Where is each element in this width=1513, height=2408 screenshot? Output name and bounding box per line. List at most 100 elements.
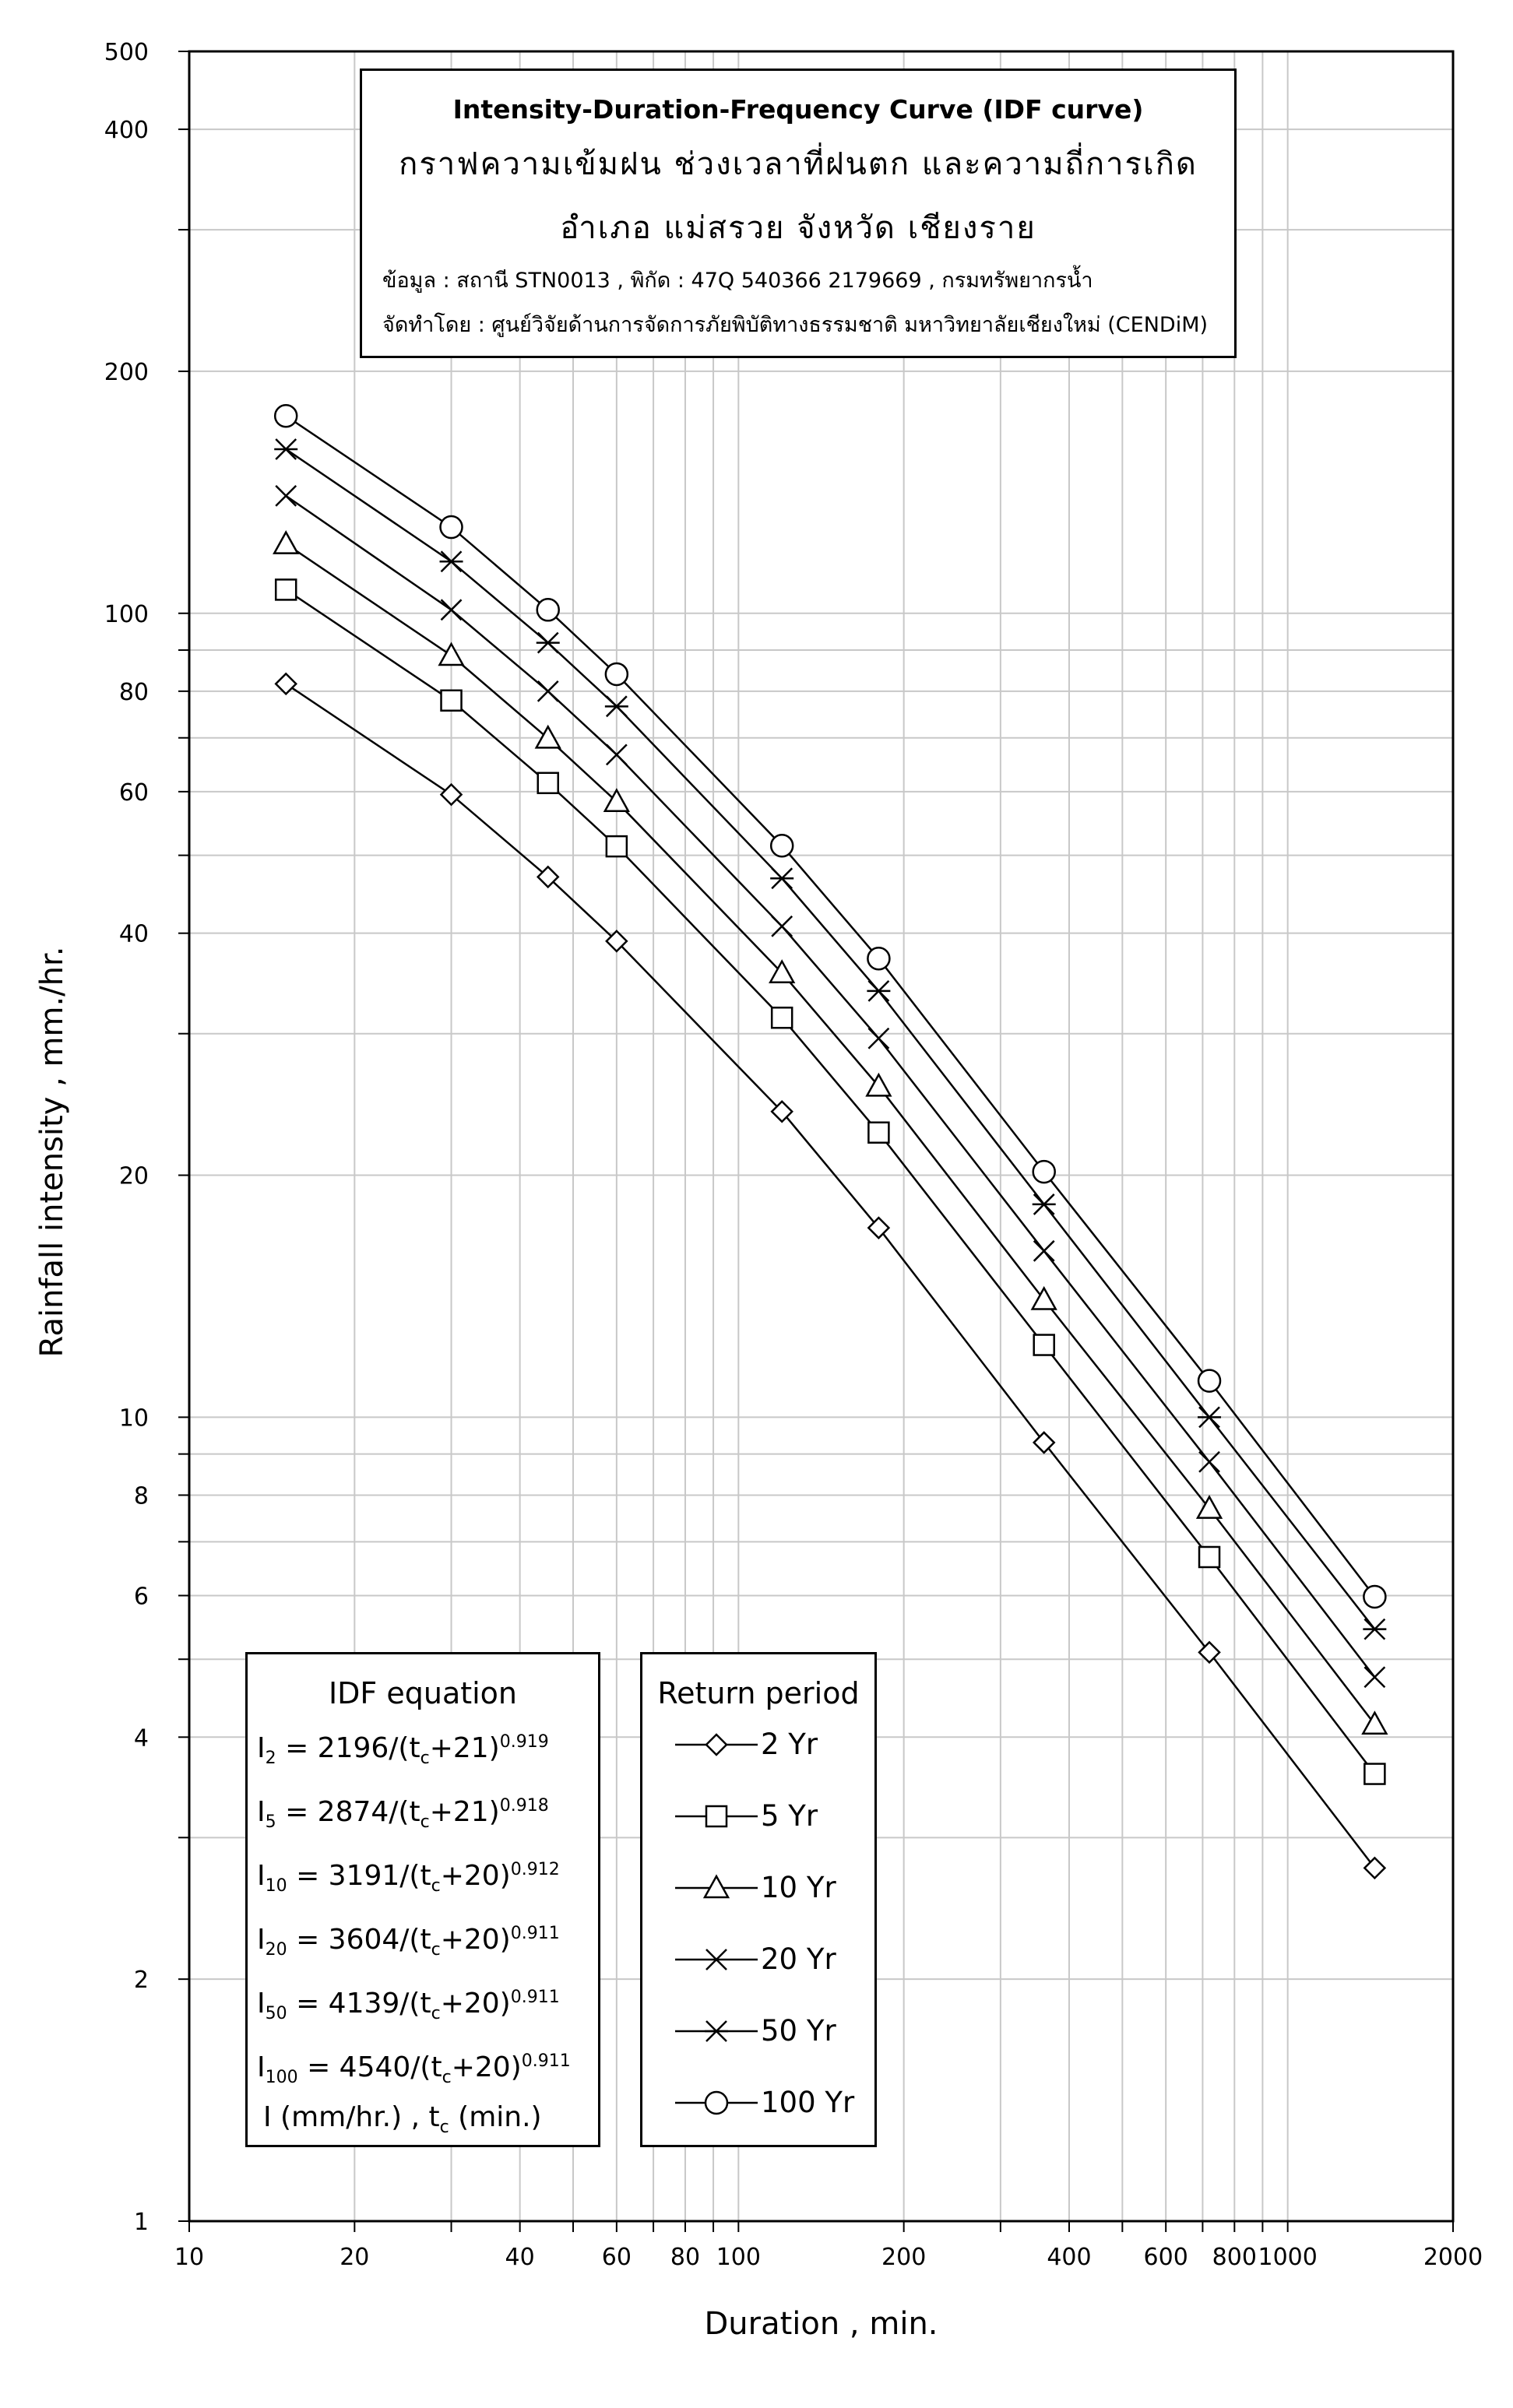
x-tick-label: 10: [174, 2244, 204, 2271]
equation-sub: 10: [265, 1876, 287, 1897]
legend-label: 50 Yr: [761, 2014, 836, 2048]
y-tick-label: 2: [134, 1967, 149, 1994]
equation-mid: = 3604/(t: [287, 1924, 431, 1956]
equation-list: I2 = 2196/(tc+21)0.919 I5 = 2874/(tc+21)0…: [248, 1710, 598, 2093]
series-20-yr: [275, 484, 1386, 1689]
legend-item-2-yr: 2 Yr: [642, 1710, 874, 1782]
series-group: [273, 403, 1388, 1880]
equation-units-b: (min.): [449, 2101, 542, 2133]
data-point-5-yr: [274, 578, 297, 601]
equation-mid: = 3191/(t: [287, 1860, 431, 1892]
x-tick-label: 2000: [1423, 2244, 1483, 2271]
y-tick-label: 8: [134, 1482, 149, 1510]
y-tick-label: 100: [104, 601, 149, 628]
equation-units: I (mm/hr.) , tc (min.): [263, 2101, 598, 2137]
equation-mid: = 4139/(t: [287, 1988, 431, 2020]
data-point-20-yr: [275, 484, 297, 507]
data-point-10-yr: [534, 724, 561, 749]
data-point-10-yr: [1030, 1285, 1057, 1310]
data-point-5-yr: [770, 1006, 793, 1029]
equation-rhs: +21): [429, 1732, 500, 1764]
plot-area: [188, 50, 1455, 2223]
equation-line: I50 = 4139/(tc+20)0.911: [257, 1966, 598, 2030]
equation-sub: 20: [265, 1940, 287, 1960]
y-tick-label: 10: [119, 1404, 149, 1432]
equation-line: I2 = 2196/(tc+21)0.919: [257, 1710, 598, 1774]
data-point-50-yr: [604, 695, 628, 718]
equation-sub: 100: [265, 2068, 298, 2088]
data-point-50-yr: [1032, 1193, 1056, 1215]
equation-sub2: c: [431, 1876, 441, 1897]
equation-sub: 50: [265, 2004, 287, 2024]
equation-exp: 0.911: [510, 1924, 560, 1943]
legend-label: 5 Yr: [761, 1799, 818, 1833]
legend-item-50-yr: 50 Yr: [642, 1997, 874, 2069]
data-point-5-yr: [1363, 1763, 1386, 1785]
legend-marker: [705, 1733, 728, 1756]
equation-exp: 0.911: [510, 1988, 560, 2007]
equation-lhs: I: [257, 1732, 266, 1764]
chart-subtitle-line-1: กราฟความเข้มฝน ช่วงเวลาที่ฝนตก และความถี…: [399, 146, 1198, 182]
legend-label: 2 Yr: [761, 1728, 818, 1761]
data-point-5-yr: [537, 772, 559, 795]
data-point-5-yr: [440, 689, 463, 712]
y-tick-label: 500: [104, 39, 149, 66]
data-point-2-yr: [439, 782, 463, 807]
equation-heading: IDF equation: [328, 1676, 518, 1710]
equation-line: I10 = 3191/(tc+20)0.912: [257, 1838, 598, 1902]
data-point-50-yr: [770, 867, 794, 890]
x-axis-title: Duration , min.: [704, 2306, 938, 2342]
x-tick-label: 200: [881, 2244, 926, 2271]
chart-subtitle-line-2: อำเภอ แม่สรวย จังหวัด เชียงราย: [560, 210, 1036, 246]
equation-sub: 2: [265, 1749, 276, 1769]
y-tick-label: 6: [134, 1583, 149, 1610]
idf-equation-box: IDF equation I2 = 2196/(tc+21)0.919 I5 = …: [245, 1652, 600, 2147]
equation-line: I5 = 2874/(tc+21)0.918: [257, 1774, 598, 1838]
legend-label: 100 Yr: [761, 2086, 855, 2119]
data-point-5-yr: [1198, 1545, 1221, 1569]
data-point-10-yr: [603, 788, 630, 812]
x-tick-label: 400: [1047, 2244, 1091, 2271]
data-point-5-yr: [867, 1121, 890, 1144]
equation-rhs: +20): [440, 1988, 511, 2020]
equation-exp: 0.911: [521, 2051, 571, 2071]
data-point-2-yr: [867, 1216, 891, 1239]
legend-list: 2 Yr 5 Yr 10 Yr 20 Yr 50 Yr 100 Yr: [642, 1710, 874, 2140]
data-point-2-yr: [1198, 1640, 1221, 1665]
x-tick-label: 20: [340, 2244, 369, 2271]
data-point-20-yr: [771, 915, 793, 937]
data-point-2-yr: [274, 672, 297, 696]
series-2-yr: [274, 672, 1387, 1880]
legend-item-5-yr: 5 Yr: [642, 1782, 874, 1854]
data-point-100-yr: [439, 515, 463, 540]
legend: Return period 2 Yr 5 Yr 10 Yr 20 Yr 50 Yr 100…: [640, 1652, 877, 2147]
x-tick-label: 800: [1212, 2244, 1257, 2271]
y-tick-label: 20: [119, 1163, 149, 1190]
legend-item-10-yr: 10 Yr: [642, 1854, 874, 1925]
y-tick-label: 200: [104, 359, 149, 386]
data-point-10-yr: [273, 530, 300, 554]
x-tick-label: 100: [716, 2244, 761, 2271]
equation-sub2: c: [442, 2068, 452, 2088]
legend-marker: [705, 1805, 728, 1828]
legend-marker: [702, 1874, 730, 1899]
series-50-yr: [274, 438, 1387, 1640]
legend-swatch: [675, 1805, 758, 1828]
data-point-10-yr: [769, 959, 796, 983]
equation-sub2: c: [431, 2004, 441, 2024]
grid: [189, 51, 1453, 2221]
equation-exp: 0.919: [499, 1732, 549, 1752]
y-tick-label: 400: [104, 117, 149, 144]
legend-marker: [704, 2090, 729, 2115]
equation-rhs: +20): [451, 2051, 522, 2083]
data-point-100-yr: [604, 662, 629, 687]
equation-mid: = 2874/(t: [276, 1796, 420, 1828]
y-tick-label: 4: [134, 1724, 149, 1752]
equation-mid: = 2196/(t: [276, 1732, 420, 1764]
legend-swatch: [675, 1874, 758, 1899]
equation-lhs: I: [257, 1924, 266, 1956]
y-tick-label: 60: [119, 779, 149, 807]
data-point-50-yr: [536, 631, 560, 654]
chart-title-box: Intensity-Duration-Frequency Curve (IDF …: [360, 69, 1237, 358]
series-10-yr: [273, 530, 1388, 1735]
